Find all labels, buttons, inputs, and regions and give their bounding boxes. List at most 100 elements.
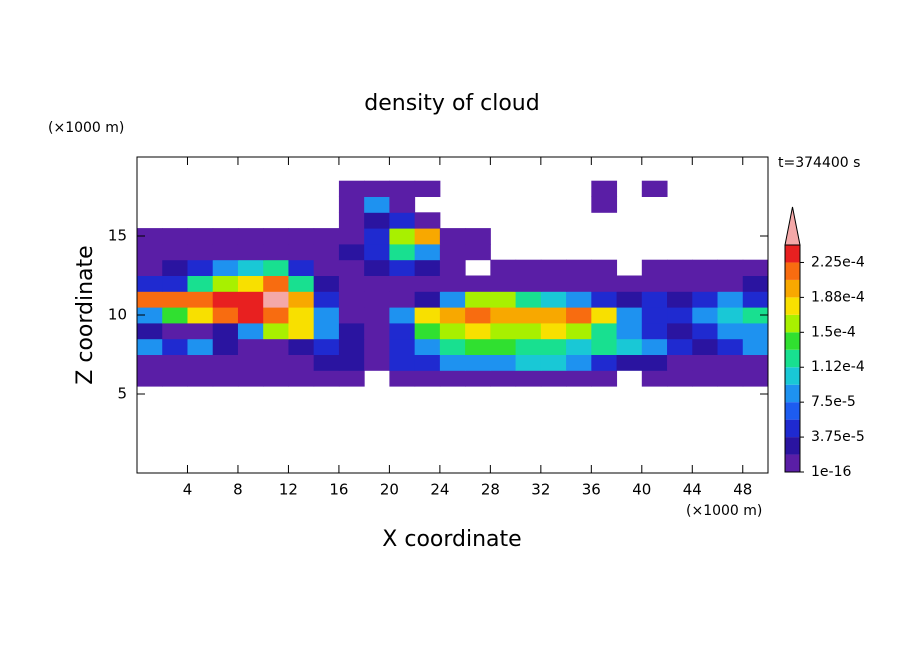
colorbar-tick-label: 3.75e-5 bbox=[811, 429, 865, 445]
contour-cell bbox=[389, 291, 416, 308]
contour-cell bbox=[692, 259, 719, 276]
contour-cell bbox=[742, 275, 769, 292]
colorbar-tick-label: 1e-16 bbox=[811, 464, 851, 480]
contour-cell bbox=[389, 180, 416, 197]
contour-cell bbox=[414, 243, 441, 261]
contour-cell bbox=[439, 275, 466, 292]
colorbar-tick-label: 1.5e-4 bbox=[811, 324, 856, 340]
contour-cell bbox=[515, 354, 542, 371]
contour-cell bbox=[566, 338, 592, 355]
contour-cell bbox=[717, 322, 744, 340]
x-tick-label: 36 bbox=[582, 481, 601, 499]
contour-cell bbox=[162, 275, 188, 292]
contour-cell bbox=[566, 259, 592, 276]
colorbar-band bbox=[785, 332, 800, 350]
contour-cell bbox=[692, 338, 719, 355]
contour-cell bbox=[364, 338, 390, 355]
contour-cell bbox=[137, 228, 163, 245]
contour-cell bbox=[616, 354, 643, 371]
contour-cell bbox=[490, 370, 517, 387]
contour-cell bbox=[641, 275, 668, 292]
contour-cell bbox=[237, 307, 264, 324]
contour-cell bbox=[338, 338, 365, 355]
contour-cell bbox=[364, 196, 390, 213]
x-tick-label: 12 bbox=[279, 481, 298, 499]
contour-cell bbox=[540, 370, 567, 387]
contour-cell bbox=[717, 338, 744, 355]
contour-cell bbox=[364, 307, 390, 324]
contour-cell bbox=[490, 307, 517, 324]
contour-cell bbox=[439, 243, 466, 261]
contour-cell bbox=[540, 338, 567, 355]
contour-cell bbox=[263, 228, 289, 245]
field bbox=[137, 180, 769, 387]
contour-cell bbox=[187, 275, 214, 292]
x-tick-label: 8 bbox=[233, 481, 243, 499]
contour-cell bbox=[237, 322, 264, 340]
contour-cell bbox=[414, 338, 441, 355]
contour-cell bbox=[616, 275, 643, 292]
contour-cell bbox=[641, 338, 668, 355]
contour-cell bbox=[692, 322, 719, 340]
contour-cell bbox=[338, 259, 365, 276]
contour-cell bbox=[389, 307, 416, 324]
x-tick-label: 28 bbox=[481, 481, 500, 499]
contour-cell bbox=[465, 354, 491, 371]
contour-cell bbox=[439, 354, 466, 371]
contour-cell bbox=[338, 275, 365, 292]
y-axis-label: Z coordinate bbox=[73, 245, 98, 384]
y-tick-label: 10 bbox=[108, 306, 127, 324]
contour-cell bbox=[137, 370, 163, 387]
contour-cell bbox=[566, 354, 592, 371]
contour-cell bbox=[692, 370, 719, 387]
contour-cell bbox=[641, 307, 668, 324]
contour-cell bbox=[591, 354, 618, 371]
colorbar-band bbox=[785, 454, 800, 472]
contour-cell bbox=[591, 291, 618, 308]
contour-cell bbox=[641, 354, 668, 371]
contour-cell bbox=[162, 370, 188, 387]
contour-cell bbox=[364, 228, 390, 245]
contour-cell bbox=[288, 354, 315, 371]
contour-cell bbox=[364, 180, 390, 197]
contour-cell bbox=[187, 354, 214, 371]
contour-cell bbox=[237, 370, 264, 387]
contour-cell bbox=[566, 275, 592, 292]
contour-cell bbox=[692, 307, 719, 324]
contour-cell bbox=[187, 370, 214, 387]
contour-cell bbox=[212, 275, 239, 292]
contour-cell bbox=[338, 180, 365, 197]
contour-cell bbox=[439, 307, 466, 324]
contour-cell bbox=[364, 275, 390, 292]
contour-cell bbox=[313, 338, 340, 355]
colorbar-band bbox=[785, 314, 800, 333]
contour-cell bbox=[263, 322, 289, 340]
contour-cell bbox=[313, 370, 340, 387]
contour-cell bbox=[187, 243, 214, 261]
contour-cell bbox=[237, 291, 264, 308]
contour-cell bbox=[338, 228, 365, 245]
contour-cell bbox=[137, 291, 163, 308]
contour-cell bbox=[465, 291, 491, 308]
x-tick-label: 32 bbox=[531, 481, 550, 499]
contour-cell bbox=[667, 307, 693, 324]
colorbar-band bbox=[785, 297, 800, 315]
contour-cell bbox=[490, 354, 517, 371]
contour-cell bbox=[288, 243, 315, 261]
contour-cell bbox=[490, 275, 517, 292]
contour-cell bbox=[313, 243, 340, 261]
contour-cell bbox=[439, 291, 466, 308]
contour-cell bbox=[566, 291, 592, 308]
contour-cell bbox=[389, 275, 416, 292]
contour-cell bbox=[439, 259, 466, 276]
contour-cell bbox=[540, 307, 567, 324]
contour-cell bbox=[313, 354, 340, 371]
contour-cell bbox=[313, 307, 340, 324]
contour-cell bbox=[338, 322, 365, 340]
x-tick-label: 4 bbox=[183, 481, 193, 499]
contour-cell bbox=[742, 307, 769, 324]
contour-cell bbox=[137, 322, 163, 340]
contour-cell bbox=[717, 291, 744, 308]
contour-cell bbox=[263, 307, 289, 324]
